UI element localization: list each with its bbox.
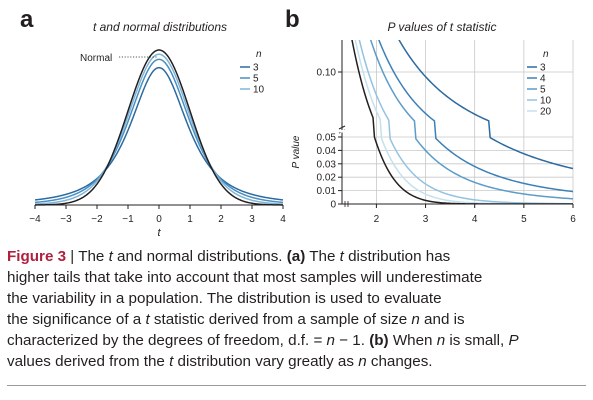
panel-b-axes (338, 40, 573, 207)
panel-a-x-tick-label: 4 (280, 214, 286, 225)
panel-b-y-tick-label: 0.01 (317, 186, 337, 197)
panel-a-x-tick-label: −1 (122, 214, 134, 225)
panel-a-legend-title: n (256, 49, 262, 60)
panel-a-legend-label: 5 (253, 74, 259, 85)
panel-b-axis-break-gap (339, 130, 346, 133)
panel-a-title: t and normal distributions (93, 20, 227, 34)
panel-b-y-tick-label: 0 (330, 200, 336, 211)
panel-b-y-tick-label: 0.03 (317, 159, 337, 170)
panel-b-y-tick-label: 0.04 (317, 146, 337, 157)
panel-a-legend-label: 3 (253, 63, 259, 74)
panel-a-x-tick-label: 1 (187, 214, 193, 225)
caption-line: higher tails that take into account that… (7, 269, 483, 286)
panel-b-x-tick-label: 2 (374, 214, 380, 225)
panel-a-curve-n5 (34, 58, 284, 204)
panel-b: b P values of t statistic 0.100.050.040.… (285, 6, 576, 225)
normal-curve (34, 49, 284, 206)
panel-a-curves (34, 49, 284, 206)
panel-a-curve-n3 (34, 66, 284, 201)
panel-b-x-tick-label: 4 (472, 214, 478, 225)
panel-b-grid (342, 40, 574, 204)
caption-line: values derived from the t distribution v… (7, 353, 433, 370)
panel-a-legend-label: 10 (253, 85, 265, 96)
panel-a-x-tick-label: −4 (29, 214, 41, 225)
panel-b-curve-n20 (354, 40, 573, 204)
panel-b-y-tick-label: 0.02 (317, 173, 337, 184)
panel-a-x-tick-label: 0 (156, 214, 162, 225)
caption-line: characterized by the degrees of freedom,… (7, 332, 519, 349)
panel-b-y-tick-label: 0.05 (317, 133, 337, 144)
figure-caption: Figure 3 | The t and normal distribution… (7, 246, 587, 372)
panel-b-curve-n4 (378, 40, 573, 193)
panel-a-x-tick-label: −3 (60, 214, 72, 225)
panel-b-y-ticks: 0.10 0.05 0.04 0.03 0.02 0.01 0 (317, 68, 342, 211)
panel-b-legend-title: n (543, 49, 549, 60)
panel-b-legend-label: 20 (540, 107, 552, 118)
panel-b-y-tick-label: 0.10 (317, 68, 337, 79)
panel-a-xlabel: t (157, 227, 161, 239)
figure-3-graphic: a t and normal distributions −4 −3 −2 −1 0 1 2… (20, 6, 576, 239)
panel-b-ylabel: P value (291, 135, 302, 168)
panel-b-letter: b (285, 6, 300, 33)
panel-a-x-tick-label: 3 (249, 214, 255, 225)
panel-b-curves (351, 40, 573, 204)
panel-b-title: P values of t statistic (388, 20, 497, 34)
panel-b-x-tick-label: 5 (521, 214, 527, 225)
caption-line: The t and normal distributions. (a) The … (78, 248, 451, 265)
panel-a-letter: a (20, 6, 34, 33)
panel-a: a t and normal distributions −4 −3 −2 −1 0 1 2… (20, 6, 286, 239)
panel-b-curve-n5 (369, 40, 573, 200)
panel-b-curve-n3 (398, 40, 573, 170)
panel-b-legend-label: 10 (540, 96, 552, 107)
panel-b-legend-label: 5 (540, 85, 546, 96)
panel-a-curve-n10 (34, 53, 284, 205)
normal-label: Normal (80, 53, 112, 64)
panel-b-axis-break (338, 125, 346, 130)
panel-b-legend-label: 4 (540, 74, 546, 85)
panel-a-x-tick-label: 2 (218, 214, 224, 225)
caption-bottom-rule (7, 385, 586, 386)
panel-b-x-tick-label: 3 (423, 214, 429, 225)
caption-separator: | (66, 248, 79, 265)
panel-a-x-ticks: −4 −3 −2 −1 0 1 2 3 4 (29, 205, 286, 225)
panel-a-x-tick-label: −2 (91, 214, 103, 225)
panel-b-x-ticks: 2 3 4 5 6 (374, 204, 576, 225)
panel-b-normal-curve (351, 40, 573, 204)
caption-line: the variability in a population. The dis… (7, 290, 442, 307)
caption-figure-label: Figure 3 (7, 248, 67, 265)
caption-line: the significance of a t statistic derive… (7, 311, 465, 328)
panel-b-x-tick-label: 6 (570, 214, 576, 225)
panel-b-legend-label: 3 (540, 63, 546, 74)
